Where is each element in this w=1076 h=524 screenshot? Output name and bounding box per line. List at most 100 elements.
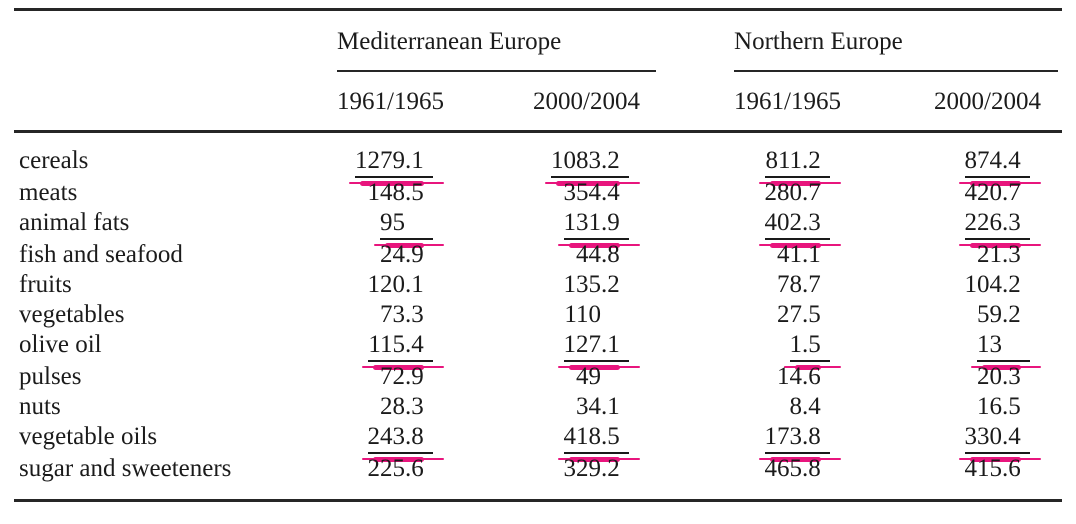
row-label: vegetable oils (19, 423, 158, 450)
value-cell: 415.6 (934, 454, 1063, 502)
number-value: 420.7 (964, 179, 1021, 206)
value-cell: 27.5 (734, 300, 934, 330)
number-value: 418.5 (533, 422, 640, 462)
number-value: 20.3 (977, 363, 1021, 390)
table-row: olive oil 115.4 127.1 1.5 13 (14, 330, 1062, 370)
row-label: meats (19, 179, 78, 206)
value-cell: 226.3 (934, 208, 1062, 248)
row-label-header-spacer (14, 8, 337, 72)
number-value: 8.4 (789, 393, 821, 420)
value-cell: 34.1 (533, 392, 734, 422)
number-value: 110 (564, 301, 601, 328)
value-cell: 330.4 (934, 422, 1062, 462)
column-group-label: Mediterranean Europe (337, 27, 657, 72)
pink-marker-underline (969, 181, 1022, 186)
number-value: 415.6 (964, 455, 1021, 482)
value-cell: 1279.1 (337, 132, 533, 186)
value-cell: 14.6 (734, 362, 934, 392)
value-cell: 59.2 (934, 300, 1062, 330)
number-value: 874.4 (934, 146, 1042, 186)
number-value: 329.2 (563, 455, 620, 482)
number-value: 104.2 (964, 271, 1021, 298)
row-label: cereals (19, 147, 89, 174)
value-cell: 127.1 (533, 330, 734, 370)
value-cell: 16.5 (934, 392, 1062, 422)
value-cell: 354.4 (533, 178, 734, 208)
pink-marker-underline (568, 243, 620, 248)
number-value: 330.4 (934, 422, 1042, 462)
table-body: cereals 1279.1 1083.2 811.2 874.4 meats 148.5 3… (14, 132, 1063, 502)
number-value: 28.3 (380, 393, 424, 420)
value-cell: 402.3 (734, 208, 934, 248)
value-cell: 135.2 (533, 270, 734, 300)
value-cell: 72.9 (337, 362, 533, 392)
table-row: vegetable oils 243.8 418.5 173.8 330.4 (14, 422, 1062, 462)
number-value: 243.8 (337, 422, 444, 462)
value-cell: 874.4 (934, 132, 1062, 186)
number-value: 225.6 (367, 455, 424, 482)
number-value: 14.6 (777, 363, 821, 390)
pink-marker-underline (385, 243, 424, 248)
number-value: 280.7 (764, 179, 821, 206)
value-cell: 41.1 (734, 240, 934, 270)
column-group-row: Mediterranean Europe Northern Europe (14, 8, 1063, 72)
table-row: pulses 72.9 49 14.6 20.3 (14, 362, 1062, 392)
table-row: fish and seafood 24.9 44.8 41.1 21.3 (14, 240, 1062, 270)
pink-marker-underline (770, 181, 822, 186)
value-cell: 24.9 (337, 240, 533, 270)
column-group-label: Northern Europe (734, 27, 1059, 72)
value-cell: 1083.2 (533, 132, 734, 186)
number-value: 21.3 (977, 241, 1021, 268)
value-cell: 104.2 (934, 270, 1062, 300)
pink-marker-underline (568, 457, 620, 462)
row-label: fruits (19, 271, 72, 298)
number-value: 465.8 (764, 455, 821, 482)
value-cell: 49 (533, 362, 734, 392)
table-row: meats 148.5 354.4 280.7 420.7 (14, 178, 1062, 208)
value-cell: 44.8 (533, 240, 734, 270)
value-cell: 115.4 (337, 330, 533, 370)
period-header-north-1961-1965: 1961/1965 (734, 72, 935, 133)
number-value: 173.8 (734, 422, 842, 462)
number-value: 131.9 (533, 208, 640, 248)
period-header-row: 1961/1965 2000/2004 1961/1965 2000/2004 (14, 72, 1063, 133)
pink-marker-underline (360, 181, 424, 186)
pink-marker-underline (372, 457, 424, 462)
number-value: 44.8 (576, 241, 620, 268)
number-value: 16.5 (977, 393, 1021, 420)
number-value: 27.5 (777, 301, 821, 328)
row-label-header-spacer (14, 72, 337, 133)
number-value: 24.9 (380, 241, 424, 268)
value-cell: 420.7 (934, 178, 1062, 208)
value-cell: 20.3 (934, 362, 1062, 392)
number-value: 115.4 (337, 330, 444, 370)
value-cell: 120.1 (337, 270, 533, 300)
value-cell: 73.3 (337, 300, 533, 330)
row-label: nuts (19, 393, 61, 420)
value-cell: 173.8 (734, 422, 934, 462)
table-row: vegetables 73.3 110 27.5 59.2 (14, 300, 1062, 330)
number-value: 73.3 (380, 301, 424, 328)
number-value: 49 (576, 363, 601, 390)
pink-marker-underline (794, 365, 822, 370)
number-value: 34.1 (576, 393, 620, 420)
value-cell: 1.5 (734, 330, 934, 370)
value-cell: 110 (533, 300, 734, 330)
number-value: 59.2 (977, 301, 1021, 328)
row-label: pulses (19, 363, 82, 390)
value-cell: 8.4 (734, 392, 934, 422)
row-label: olive oil (19, 331, 102, 358)
pink-marker-underline (982, 365, 1022, 370)
value-cell: 21.3 (934, 240, 1062, 270)
value-cell: 28.3 (337, 392, 533, 422)
number-value: 148.5 (367, 179, 424, 206)
number-value: 1279.1 (337, 146, 444, 186)
pink-marker-underline (969, 457, 1022, 462)
period-header-med-2000-2004: 2000/2004 (533, 72, 735, 133)
value-cell: 418.5 (533, 422, 734, 462)
number-value: 135.2 (563, 271, 620, 298)
pink-marker-underline (373, 365, 424, 370)
column-group-northern-europe: Northern Europe (734, 8, 1063, 72)
number-value: 811.2 (734, 146, 842, 186)
table-header: Mediterranean Europe Northern Europe 196… (14, 8, 1063, 133)
